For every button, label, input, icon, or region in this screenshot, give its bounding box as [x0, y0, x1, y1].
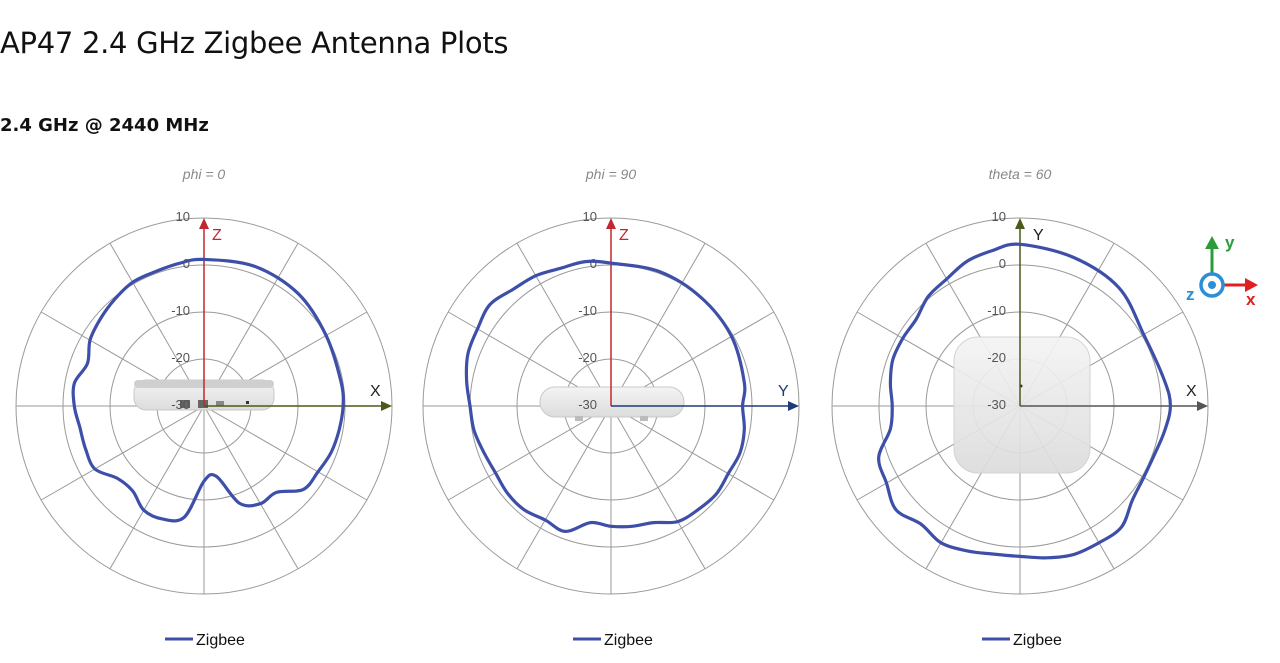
legend-label: Zigbee [196, 632, 245, 649]
chart-legend: Zigbee [573, 632, 653, 649]
radial-tick-label: -20 [171, 350, 190, 365]
radial-tick-labels: 10 0 -10 -20 -30 [987, 209, 1006, 412]
orientation-key-z: z [1186, 285, 1195, 304]
section-title: 2.4 GHz @ 2440 MHz [0, 115, 209, 136]
radial-tick-label: -10 [987, 303, 1006, 318]
radial-tick-label: -10 [171, 303, 190, 318]
radial-tick-labels: 10 0 -10 -20 -30 [171, 209, 190, 412]
radial-tick-label: -20 [987, 350, 1006, 365]
orientation-axes: Y X [1015, 218, 1208, 411]
chart-legend: Zigbee [165, 632, 245, 649]
polar-plot-phi-90: phi = 90 10 0 -10 -20 -30 Z Y [422, 166, 800, 649]
axis-label-right: X [1186, 383, 1197, 400]
orientation-axes: Z Y [606, 218, 799, 411]
plot-title: phi = 90 [585, 166, 636, 182]
axis-label-right: X [370, 383, 381, 400]
plot-title: phi = 0 [182, 166, 226, 182]
radial-tick-label: 10 [992, 209, 1006, 224]
chart-legend: Zigbee [982, 632, 1062, 649]
radial-tick-label: 10 [583, 209, 597, 224]
radial-tick-label: -10 [578, 303, 597, 318]
radial-tick-labels: 10 0 -10 -20 -30 [578, 209, 597, 412]
polar-plot-phi-0: phi = 0 10 0 -10 -20 -30 Z [15, 166, 393, 649]
radial-tick-label: 0 [183, 256, 190, 271]
page-title: AP47 2.4 GHz Zigbee Antenna Plots [0, 26, 509, 60]
polar-plot-theta-60: theta = 60 10 0 -10 -20 -30 Y X [831, 166, 1209, 649]
orientation-key-x: x [1246, 290, 1256, 309]
orientation-key-y: y [1225, 233, 1235, 252]
radial-tick-label: -30 [171, 397, 190, 412]
axis-label-up: Y [1033, 227, 1044, 244]
series-line-zigbee [71, 257, 345, 523]
axis-label-right: Y [778, 383, 789, 400]
radial-tick-label: -20 [578, 350, 597, 365]
device-image [539, 386, 685, 421]
radial-tick-label: 10 [176, 209, 190, 224]
radial-tick-label: 0 [590, 256, 597, 271]
legend-label: Zigbee [604, 632, 653, 649]
radial-tick-label: 0 [999, 256, 1006, 271]
series-line-zigbee [877, 242, 1172, 560]
device-image [953, 336, 1091, 474]
axis-label-up: Z [212, 227, 222, 244]
axis-label-up: Z [619, 227, 629, 244]
radial-tick-label: -30 [987, 397, 1006, 412]
orientation-key: y x z [1186, 233, 1258, 309]
radial-tick-label: -30 [578, 397, 597, 412]
orientation-axes: Z X [199, 218, 392, 411]
series-line-zigbee [464, 259, 747, 533]
plot-title: theta = 60 [989, 166, 1052, 182]
legend-label: Zigbee [1013, 632, 1062, 649]
